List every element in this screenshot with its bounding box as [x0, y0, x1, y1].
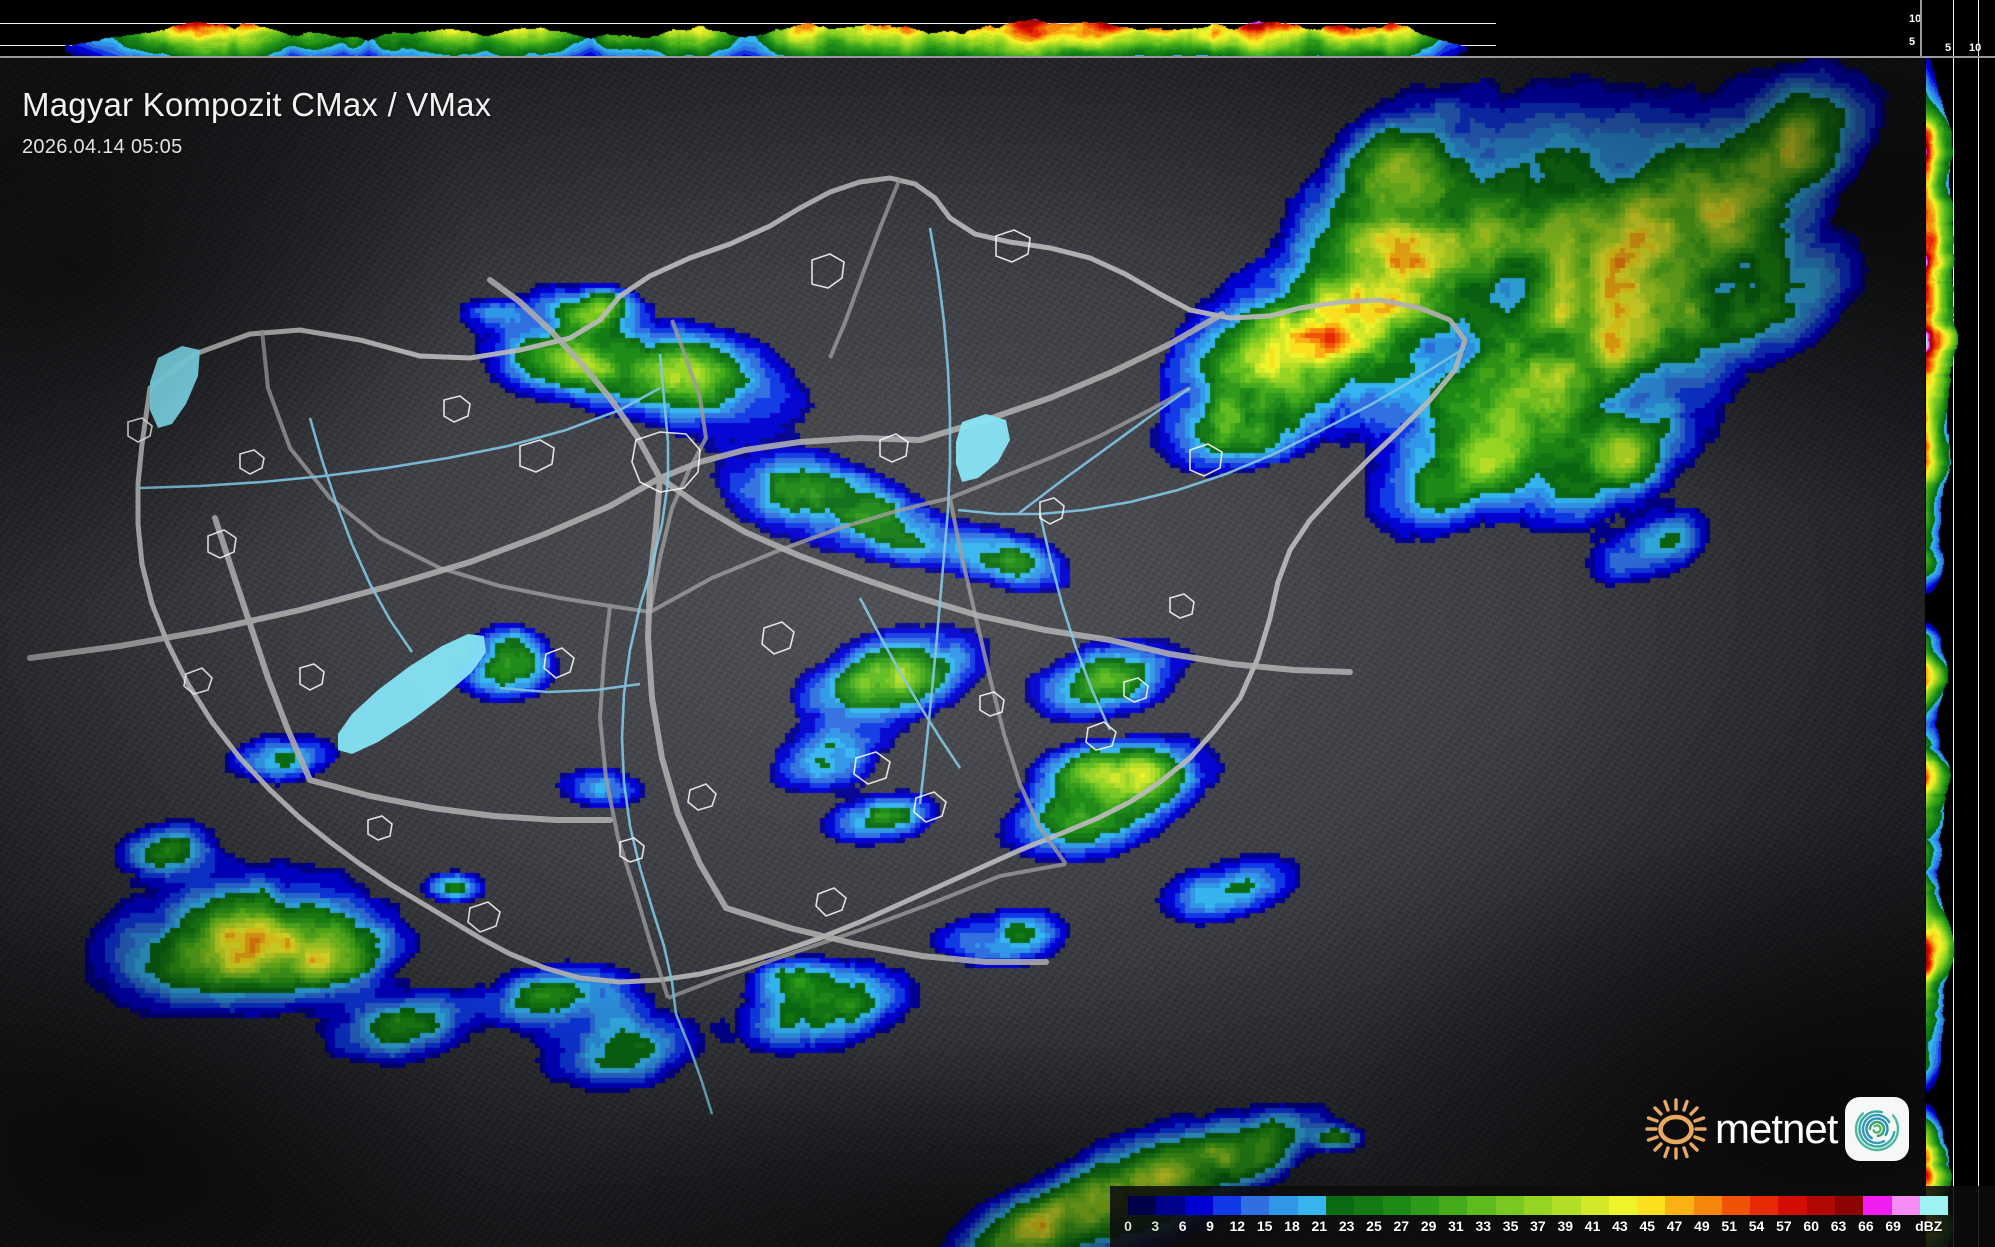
- scale-tick: 60: [1803, 1218, 1819, 1234]
- scale-tick: 9: [1206, 1218, 1214, 1234]
- radar-echo-canvas: [0, 58, 1925, 1247]
- scale-tick: 35: [1502, 1218, 1519, 1234]
- color-swatch: [1495, 1196, 1524, 1215]
- color-swatch: [1806, 1196, 1836, 1215]
- map-vector-overlay: [27, 175, 1468, 1115]
- scale-tick: 33: [1475, 1218, 1492, 1234]
- color-swatch: [1919, 1196, 1949, 1215]
- color-swatch: [1608, 1196, 1638, 1215]
- scale-tick: 49: [1694, 1218, 1710, 1234]
- color-swatch: [1637, 1196, 1666, 1215]
- metnet-logo[interactable]: metnet: [1645, 1090, 1935, 1168]
- color-swatch: [1863, 1196, 1892, 1215]
- color-swatch: [1410, 1196, 1440, 1215]
- dbz-color-scale[interactable]: 0 3 6 9 12 15 18 21 23 25 27 29 31 33 35 37 39 41 43 45 47 49…: [1124, 1196, 1949, 1244]
- internal-region-borders: [260, 177, 1191, 1000]
- radar-map[interactable]: Magyar Kompozit CMax / VMax 2026.04.14 0…: [0, 58, 1925, 1247]
- color-swatch: [1269, 1196, 1298, 1215]
- scale-tick: 66: [1858, 1218, 1874, 1234]
- metnet-swirl-icon[interactable]: [1845, 1097, 1910, 1161]
- scale-tick: 43: [1612, 1218, 1628, 1234]
- vmax-top-echo-canvas: [0, 0, 1496, 57]
- scale-unit-label: dBZ: [1915, 1218, 1943, 1234]
- scale-tick: 41: [1584, 1218, 1601, 1234]
- color-swatch: [1212, 1196, 1242, 1215]
- vmax-horizontal-separator: [0, 56, 1995, 58]
- scale-tick: 37: [1530, 1218, 1546, 1234]
- color-swatch: [1354, 1196, 1383, 1215]
- color-swatch: [1523, 1196, 1553, 1215]
- color-swatch: [1552, 1196, 1581, 1215]
- scale-tick: 63: [1830, 1218, 1847, 1234]
- scale-tick: 47: [1666, 1218, 1683, 1234]
- river-network: [139, 227, 1466, 1115]
- scale-tick: 57: [1776, 1218, 1792, 1234]
- color-swatch: [1580, 1196, 1609, 1215]
- vmax-top-label-5: 5: [1909, 36, 1916, 48]
- scale-tick: 45: [1639, 1218, 1656, 1234]
- scale-tick: 21: [1311, 1218, 1328, 1234]
- color-swatch: [1128, 1196, 1157, 1215]
- scale-tick: 23: [1338, 1218, 1355, 1234]
- vmax-right-label-5: 5: [1945, 42, 1952, 54]
- color-swatch: [1325, 1196, 1355, 1215]
- color-swatch: [1156, 1196, 1185, 1215]
- color-swatch: [1467, 1196, 1496, 1215]
- scale-tick: 18: [1284, 1218, 1300, 1234]
- scale-tick: 31: [1448, 1218, 1464, 1234]
- color-swatch: [1778, 1196, 1807, 1215]
- scale-tick: 12: [1229, 1218, 1246, 1234]
- color-swatch: [1721, 1196, 1751, 1215]
- settlement-outlines: [127, 229, 1223, 933]
- lake-neusiedl: [150, 346, 200, 428]
- scale-tick: 27: [1393, 1218, 1410, 1234]
- scale-tick: 15: [1256, 1218, 1273, 1234]
- lake-balaton: [338, 634, 486, 754]
- color-swatch: [1184, 1196, 1213, 1215]
- logo-wordmark: metnet: [1715, 1105, 1838, 1152]
- scale-tick: 51: [1721, 1218, 1738, 1234]
- color-swatch: [1382, 1196, 1411, 1215]
- color-swatch: [1891, 1196, 1920, 1215]
- lake-tisza: [956, 414, 1010, 482]
- color-swatch: [1665, 1196, 1694, 1215]
- sun-icon: [1645, 1098, 1707, 1160]
- scale-tick: 3: [1151, 1218, 1160, 1234]
- scale-tick: 6: [1178, 1218, 1187, 1234]
- scale-tick: 0: [1124, 1218, 1132, 1234]
- scale-tick: 54: [1748, 1218, 1765, 1234]
- color-swatch: [1297, 1196, 1326, 1215]
- vmax-vertical-separator: [1920, 0, 1922, 58]
- vmax-top-label-10: 10: [1909, 13, 1922, 25]
- vmax-right-label-10: 10: [1969, 42, 1982, 54]
- color-swatch: [1241, 1196, 1270, 1215]
- color-scale-tick-labels: 0 3 6 9 12 15 18 21 23 25 27 29 31 33 35 37 39 41 43 45 47 49…: [1124, 1218, 1948, 1234]
- color-swatch: [1750, 1196, 1779, 1215]
- vmax-top-cross-section: [0, 0, 1496, 57]
- vmax-right-echo-canvas: [1926, 58, 1995, 1247]
- scale-tick: 69: [1885, 1218, 1901, 1234]
- scale-tick: 29: [1420, 1218, 1437, 1234]
- scale-tick: 39: [1557, 1218, 1574, 1234]
- vmax-right-cross-section: 5 10: [1926, 0, 1995, 1247]
- color-swatch: [1439, 1196, 1468, 1215]
- color-swatch: [1693, 1196, 1722, 1215]
- color-swatch: [1835, 1196, 1864, 1215]
- map-vignette: [0, 58, 1925, 1247]
- scale-tick: 25: [1366, 1218, 1382, 1234]
- country-border-hungary: [135, 175, 1468, 985]
- color-scale-swatches: [1128, 1196, 1949, 1215]
- vmax-top-axis-labels: 10 5: [1900, 0, 1926, 58]
